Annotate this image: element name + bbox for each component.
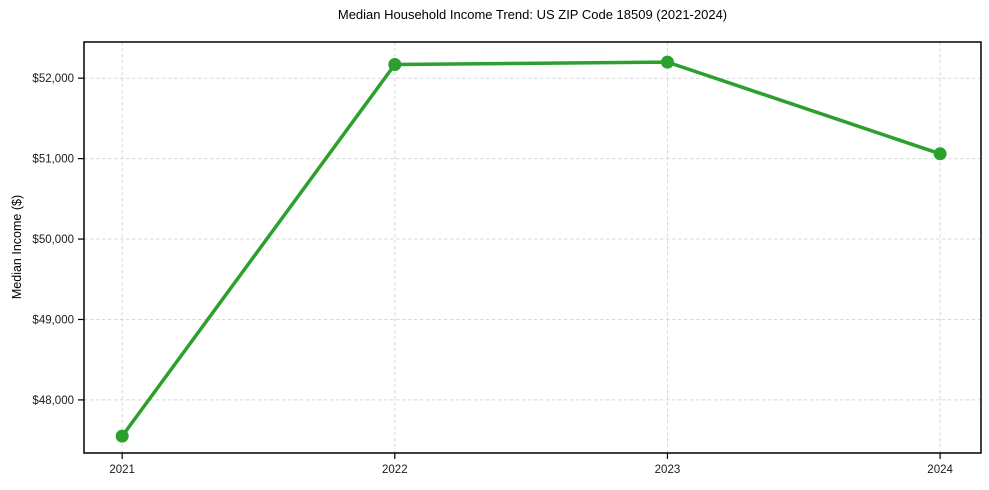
data-point-2024 — [933, 147, 947, 161]
y-tick-label: $48,000 — [32, 395, 74, 407]
x-tick-label: 2024 — [927, 464, 953, 476]
y-tick-label: $50,000 — [32, 234, 74, 246]
x-tick-label: 2023 — [655, 464, 681, 476]
chart-title: Median Household Income Trend: US ZIP Co… — [337, 7, 728, 22]
plot-border — [83, 41, 982, 454]
y-tick-label: $49,000 — [32, 314, 74, 326]
data-point-2023 — [660, 55, 674, 69]
y-tick-label: $51,000 — [32, 154, 74, 166]
y-tick-label: $52,000 — [32, 73, 74, 85]
x-tick-label: 2021 — [109, 464, 135, 476]
data-point-2022 — [388, 58, 402, 72]
trend-line — [120, 60, 942, 438]
data-point-2021 — [115, 429, 129, 443]
x-tick-label: 2022 — [382, 464, 408, 476]
